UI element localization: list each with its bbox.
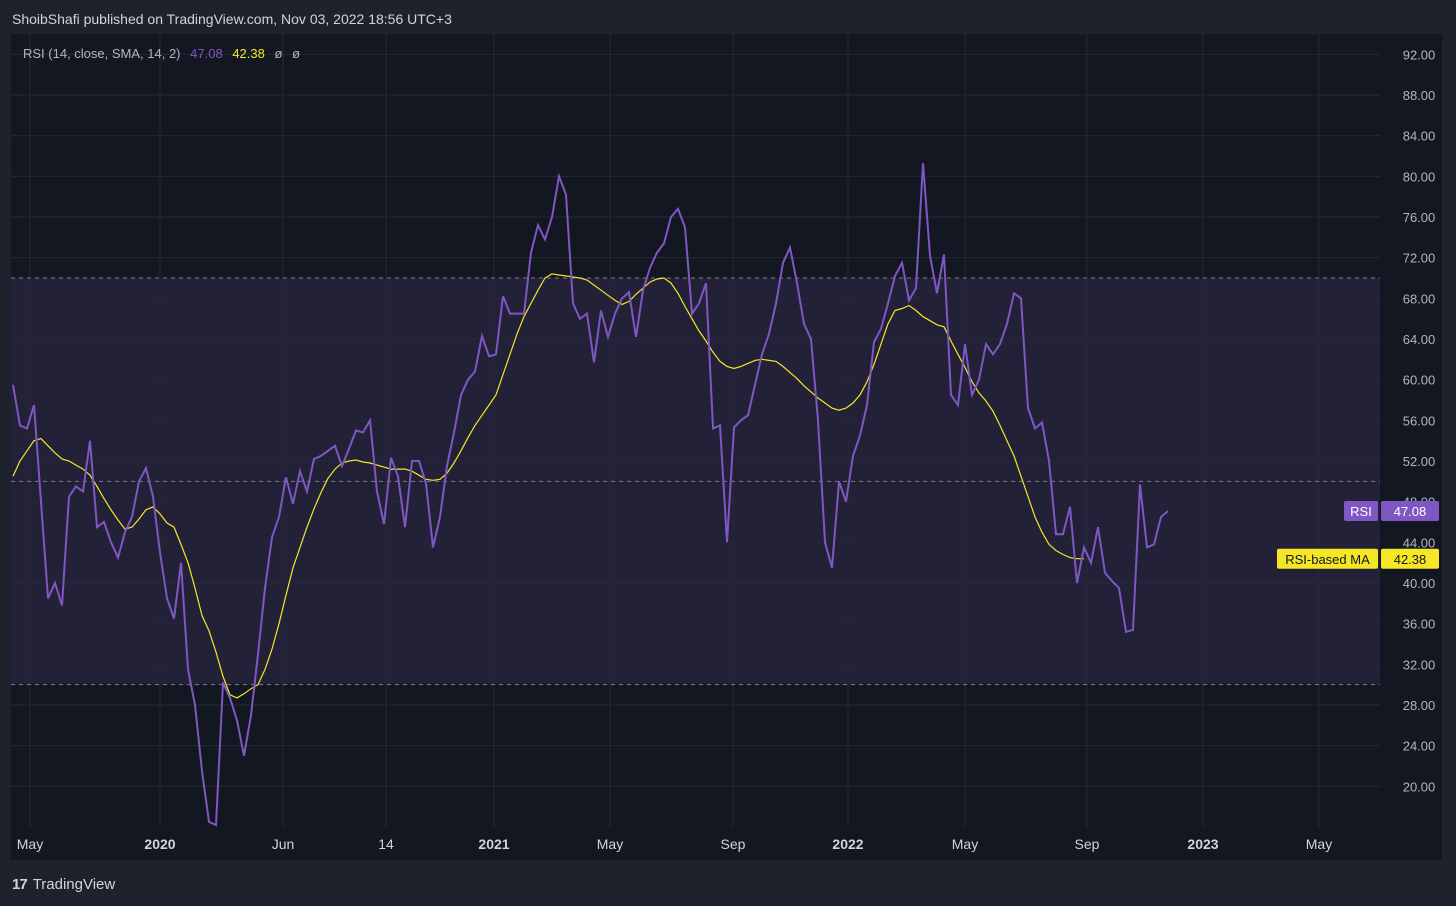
y-tick-label: 52.00 [1403, 454, 1436, 469]
x-tick-label: Sep [721, 836, 746, 852]
value-tags: RSI 47.08 RSI-based MA 42.38 [1277, 501, 1439, 569]
y-tick-label: 88.00 [1403, 88, 1436, 103]
x-tick-label: 14 [378, 836, 394, 852]
tradingview-logo-icon: 17 [12, 876, 28, 893]
legend-title: RSI (14, close, SMA, 14, 2) [23, 46, 181, 61]
ma-tag-value: 42.38 [1394, 552, 1427, 567]
y-tick-label: 40.00 [1403, 576, 1436, 591]
x-tick-label: 2022 [832, 836, 863, 852]
y-tick-label: 56.00 [1403, 413, 1436, 428]
rsi-tag-name: RSI [1350, 504, 1372, 519]
x-tick-label: 2021 [478, 836, 509, 852]
x-tick-label: May [1306, 836, 1332, 852]
x-tick-label: 2023 [1187, 836, 1218, 852]
legend-rsi-value: 47.08 [190, 46, 223, 61]
y-tick-label: 76.00 [1403, 210, 1436, 225]
y-tick-label: 84.00 [1403, 129, 1436, 144]
y-tick-label: 80.00 [1403, 169, 1436, 184]
rsi-tag-name-bg [1344, 501, 1378, 522]
x-tick-label: May [952, 836, 978, 852]
y-tick-label: 24.00 [1403, 739, 1436, 754]
rsi-band-fill [11, 278, 1380, 685]
y-tick-label: 68.00 [1403, 291, 1436, 306]
y-tick-label: 60.00 [1403, 373, 1436, 388]
y-axis-ticks: 92.00 88.00 84.00 80.00 76.00 72.00 68.00 64.00… [1403, 47, 1436, 794]
y-tick-label: 44.00 [1403, 535, 1436, 550]
footer-brand-name: TradingView [32, 876, 116, 893]
ma-tag-name-bg [1277, 548, 1378, 569]
publisher-header: ShoibShafi published on TradingView.com,… [12, 11, 452, 27]
ma-tag-name: RSI-based MA [1285, 552, 1370, 567]
x-axis-ticks: May 2020 Jun 14 2021 May Sep 2022 May Sep 2023 May [17, 836, 1332, 852]
legend-empty-1: ø [274, 46, 283, 61]
rsi-series-line [12, 163, 1169, 827]
y-tick-label: 28.00 [1403, 698, 1436, 713]
x-tick-label: Sep [1075, 836, 1100, 852]
ma-tag: RSI-based MA 42.38 [1277, 548, 1439, 569]
y-tick-label: 36.00 [1403, 617, 1436, 632]
ma-tag-value-bg [1381, 548, 1439, 569]
y-tick-label: 64.00 [1403, 332, 1436, 347]
y-tick-label: 92.00 [1403, 47, 1436, 62]
y-tick-label: 20.00 [1403, 779, 1436, 794]
rsi-tag-value: 47.08 [1394, 504, 1427, 519]
indicator-legend[interactable]: RSI (14, close, SMA, 14, 2) 47.08 42.38 … [23, 46, 306, 61]
y-tick-label: 32.00 [1403, 657, 1436, 672]
x-tick-label: Jun [272, 836, 295, 852]
footer-brand[interactable]: 17 TradingView [12, 876, 115, 893]
rsi-tag-value-bg [1381, 501, 1439, 522]
x-tick-label: May [17, 836, 43, 852]
y-tick-label: 72.00 [1403, 251, 1436, 266]
legend-ma-value: 42.38 [232, 46, 265, 61]
rsi-tag: RSI 47.08 [1344, 501, 1439, 522]
x-tick-label: May [597, 836, 623, 852]
legend-empty-2: ø [292, 46, 301, 61]
ma-series-line [12, 273, 1085, 699]
x-tick-label: 2020 [144, 836, 175, 852]
